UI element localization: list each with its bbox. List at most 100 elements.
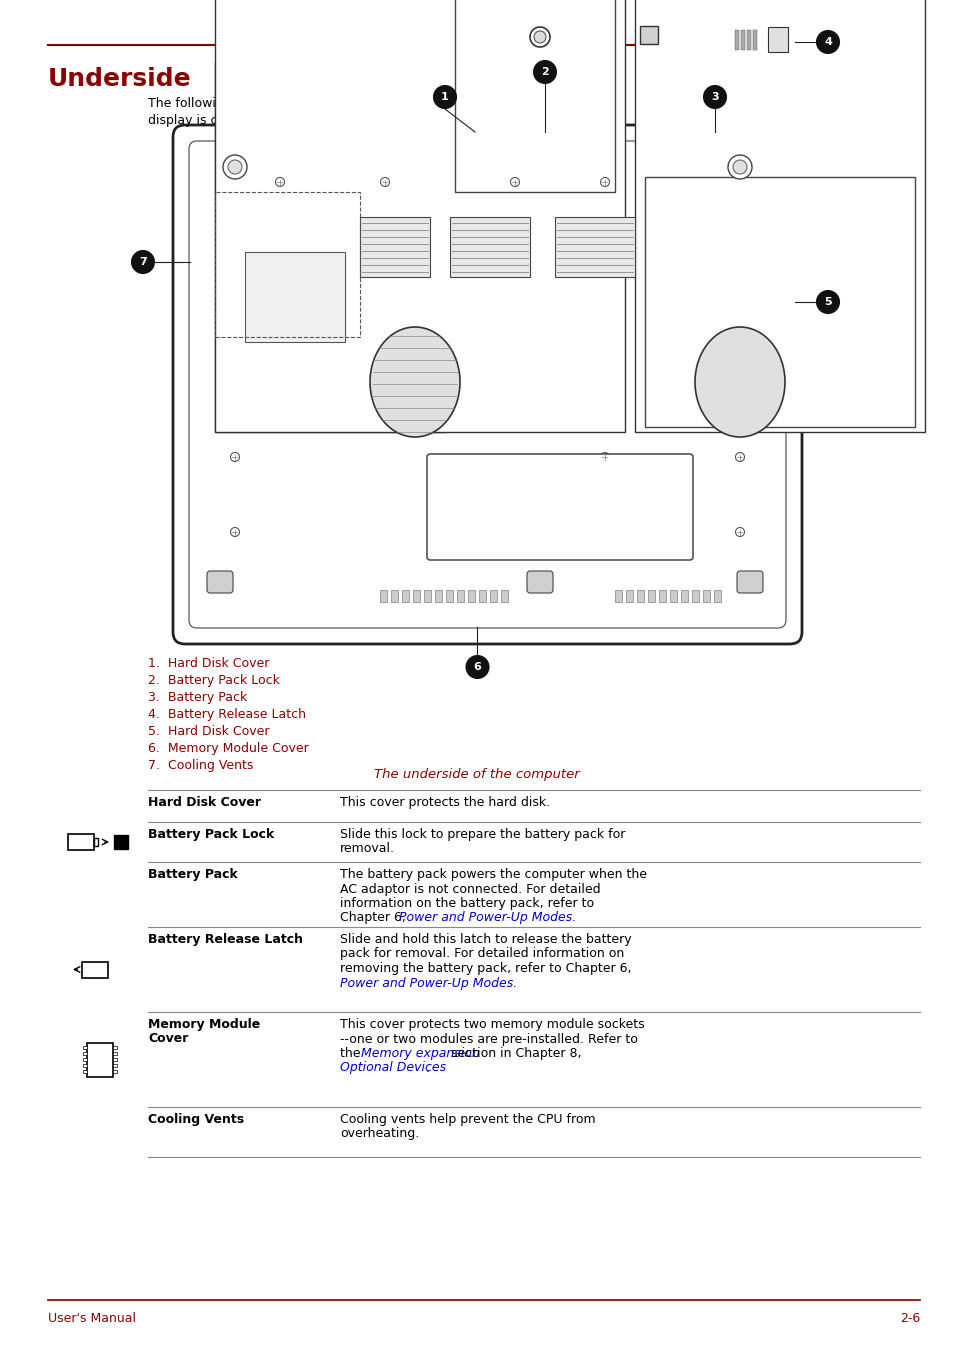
Bar	[83, 1045, 87, 1049]
Ellipse shape	[370, 327, 459, 437]
Ellipse shape	[695, 327, 784, 437]
Text: 1: 1	[440, 92, 449, 101]
Bar	[752, 30, 757, 50]
Text: section in Chapter 8,: section in Chapter 8,	[447, 1046, 581, 1060]
Circle shape	[132, 251, 153, 273]
Bar	[413, 589, 419, 602]
Bar	[214, 0, 624, 433]
Bar	[391, 589, 397, 602]
Bar	[635, 0, 924, 433]
Bar	[734, 30, 739, 50]
FancyBboxPatch shape	[737, 571, 762, 594]
Bar	[245, 251, 345, 342]
Bar	[478, 589, 485, 602]
Bar	[112, 1045, 117, 1049]
Text: This cover protects two memory module sockets: This cover protects two memory module so…	[339, 1018, 644, 1032]
Text: The underside of the computer: The underside of the computer	[374, 768, 579, 781]
Text: 4: 4	[823, 37, 831, 47]
Text: 6: 6	[473, 662, 481, 672]
Text: 6.  Memory Module Cover: 6. Memory Module Cover	[148, 742, 309, 754]
Bar	[713, 589, 720, 602]
Text: 1.  Hard Disk Cover: 1. Hard Disk Cover	[148, 657, 269, 671]
Text: removal.: removal.	[339, 842, 395, 856]
Circle shape	[380, 177, 389, 187]
FancyBboxPatch shape	[172, 124, 801, 644]
Bar	[446, 589, 453, 602]
Bar	[740, 30, 744, 50]
Text: pack for removal. For detailed information on: pack for removal. For detailed informati…	[339, 948, 623, 960]
Text: Memory Module: Memory Module	[148, 1018, 260, 1032]
Circle shape	[530, 27, 550, 47]
Text: User's Manual: User's Manual	[48, 1311, 136, 1325]
Text: .: .	[425, 1061, 429, 1075]
FancyBboxPatch shape	[526, 571, 553, 594]
Text: Cover: Cover	[148, 1033, 188, 1045]
Text: Battery Release Latch: Battery Release Latch	[148, 933, 303, 946]
Bar	[669, 589, 677, 602]
Text: Optional Devices: Optional Devices	[339, 1061, 446, 1075]
Bar	[615, 589, 621, 602]
Text: Battery Pack Lock: Battery Pack Lock	[148, 827, 274, 841]
Text: The battery pack powers the computer when the: The battery pack powers the computer whe…	[339, 868, 646, 882]
Bar	[112, 1069, 117, 1072]
Text: Battery Pack: Battery Pack	[148, 868, 237, 882]
Bar	[68, 834, 94, 850]
Bar	[112, 1064, 117, 1067]
Circle shape	[703, 87, 725, 108]
Bar	[214, 192, 359, 337]
Bar	[639, 26, 658, 45]
Text: overheating.: overheating.	[339, 1128, 418, 1141]
Text: 3: 3	[710, 92, 718, 101]
Bar	[647, 589, 655, 602]
Bar	[83, 1069, 87, 1072]
Bar	[379, 589, 387, 602]
Text: 4.  Battery Release Latch: 4. Battery Release Latch	[148, 708, 306, 721]
Circle shape	[466, 656, 488, 677]
Bar	[500, 589, 507, 602]
Bar	[468, 589, 475, 602]
Bar	[702, 589, 709, 602]
Bar	[112, 1057, 117, 1060]
Circle shape	[510, 177, 519, 187]
Text: AC adaptor is not connected. For detailed: AC adaptor is not connected. For detaile…	[339, 883, 600, 895]
Bar	[637, 589, 643, 602]
Bar	[423, 589, 431, 602]
Bar	[112, 1052, 117, 1055]
Circle shape	[727, 155, 751, 178]
Circle shape	[735, 527, 743, 537]
Circle shape	[816, 31, 838, 53]
Text: Hard Disk Cover: Hard Disk Cover	[148, 796, 261, 808]
Text: Memory expansion: Memory expansion	[361, 1046, 479, 1060]
Circle shape	[231, 453, 239, 461]
Text: The Grand Tour: The Grand Tour	[815, 23, 911, 37]
Text: Underside: Underside	[48, 68, 192, 91]
Circle shape	[223, 155, 247, 178]
Bar	[214, 62, 444, 433]
Text: Slide this lock to prepare the battery pack for: Slide this lock to prepare the battery p…	[339, 827, 625, 841]
Text: 7: 7	[139, 257, 147, 266]
Text: The following figure shows the underside of the computer. Make sure the: The following figure shows the underside…	[148, 97, 605, 110]
Text: 5.  Hard Disk Cover: 5. Hard Disk Cover	[148, 725, 269, 738]
Bar	[401, 589, 409, 602]
Text: Power and Power-Up Modes.: Power and Power-Up Modes.	[398, 911, 576, 925]
Bar	[359, 218, 430, 277]
Text: Chapter 6,: Chapter 6,	[339, 911, 410, 925]
Bar	[87, 1042, 112, 1076]
Bar	[435, 589, 441, 602]
Circle shape	[228, 160, 242, 174]
Text: display is closed before turning over your computer.: display is closed before turning over yo…	[148, 114, 475, 127]
Text: 2.  Battery Pack Lock: 2. Battery Pack Lock	[148, 675, 279, 687]
Bar	[83, 1064, 87, 1067]
Circle shape	[534, 31, 545, 43]
FancyBboxPatch shape	[207, 571, 233, 594]
Bar	[455, 0, 615, 192]
Text: 2: 2	[540, 68, 548, 77]
Circle shape	[732, 160, 746, 174]
Circle shape	[231, 527, 239, 537]
Circle shape	[735, 453, 743, 461]
Text: 3.  Battery Pack: 3. Battery Pack	[148, 691, 247, 704]
Bar	[94, 838, 98, 846]
Circle shape	[534, 61, 556, 82]
FancyBboxPatch shape	[427, 454, 692, 560]
Text: 5: 5	[823, 297, 831, 307]
